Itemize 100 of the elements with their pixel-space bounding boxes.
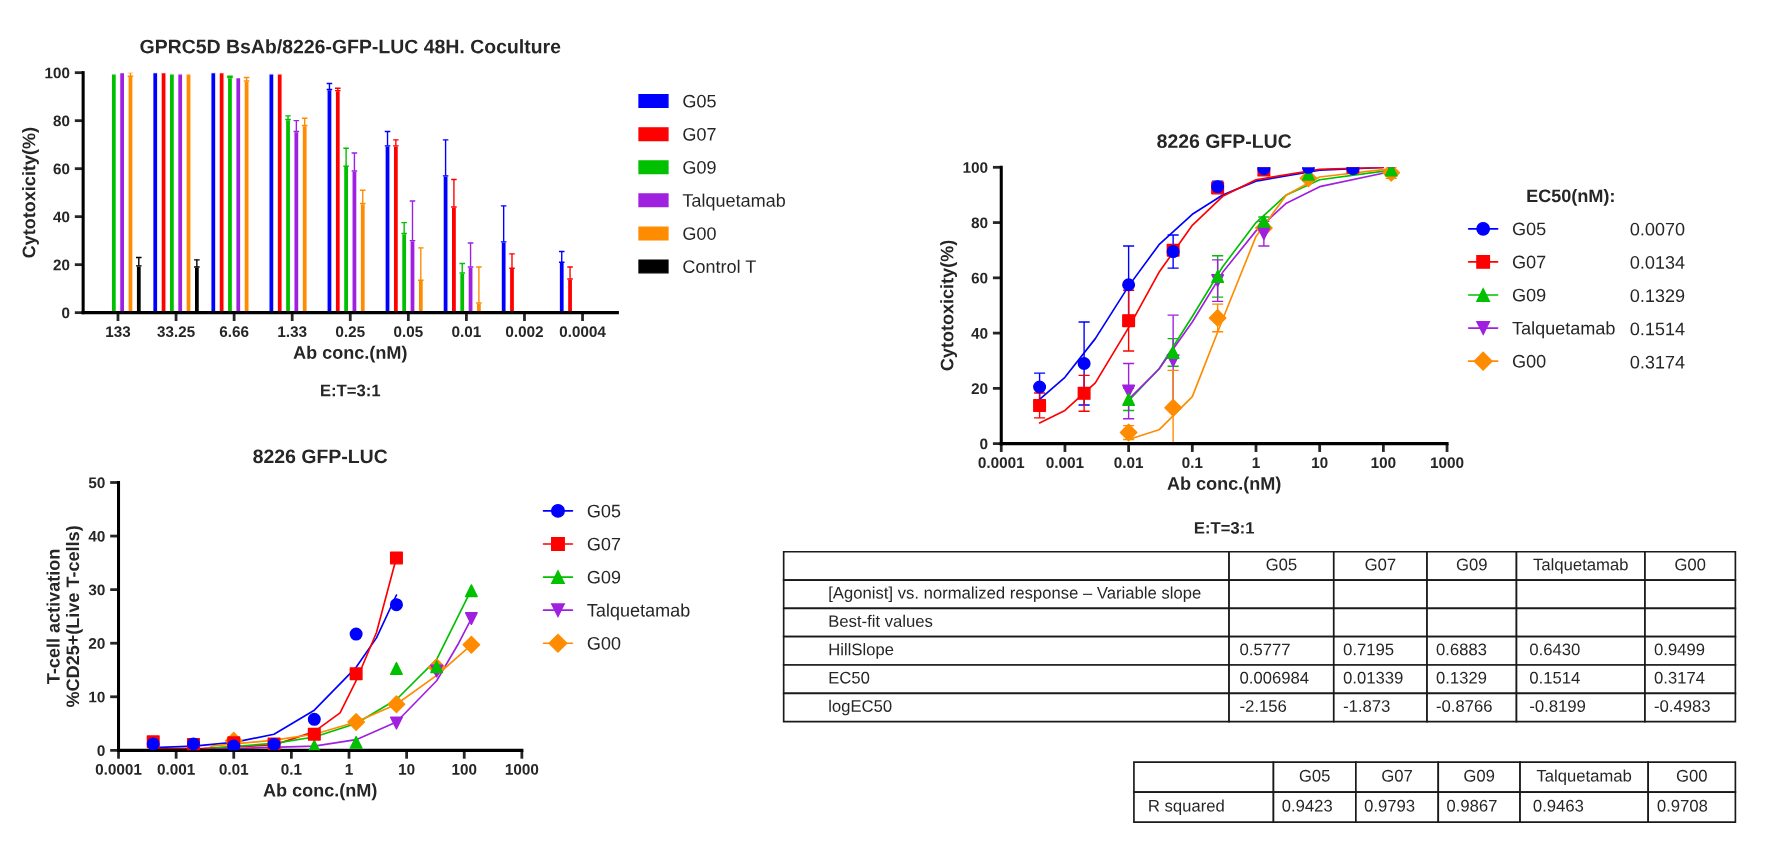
y-tick-label: 40 bbox=[971, 327, 988, 339]
text: HillSlope bbox=[829, 643, 894, 659]
x-tick-label: 0.001 bbox=[1046, 457, 1084, 469]
chart-title: 8226 GFP-LUC bbox=[1157, 134, 1292, 149]
text: 0.9423 bbox=[1282, 799, 1332, 812]
text: 0.01339 bbox=[1343, 671, 1403, 684]
text: 0.9708 bbox=[1657, 799, 1708, 812]
text: 0.9867 bbox=[1447, 799, 1497, 812]
y-tick-label: 30 bbox=[88, 584, 105, 596]
text: logEC50 bbox=[829, 699, 892, 716]
text: -2.156 bbox=[1240, 700, 1287, 712]
text: -1.873 bbox=[1343, 700, 1390, 712]
category-label: G05 bbox=[1266, 558, 1297, 571]
y-tick-label: 40 bbox=[53, 211, 70, 223]
category-label: G05 bbox=[1299, 769, 1330, 782]
text: 0.0070 bbox=[1630, 222, 1685, 236]
y-tick-label: 100 bbox=[963, 162, 988, 173]
x-tick-label: 0.0001 bbox=[978, 457, 1025, 469]
y-axis-title: Cytotoxicity(%) bbox=[940, 240, 958, 371]
text: 0.3174 bbox=[1654, 671, 1705, 684]
x-tick-label: 0.0004 bbox=[559, 326, 606, 338]
text: 0.5777 bbox=[1240, 643, 1290, 656]
x-tick-label: 1.33 bbox=[278, 326, 307, 338]
legend-label: G00 bbox=[587, 636, 621, 650]
text: Best-fit values bbox=[829, 614, 933, 628]
category-label: G07 bbox=[1365, 558, 1396, 571]
x-tick-label: 1 bbox=[345, 764, 353, 775]
x-tick-label: 6.66 bbox=[219, 326, 249, 338]
x-tick-label: 100 bbox=[1371, 457, 1396, 469]
x-tick-label: 33.25 bbox=[157, 326, 195, 338]
legend-label: G05 bbox=[1512, 222, 1546, 236]
y-tick-label: 10 bbox=[89, 691, 105, 703]
y-tick-label: 60 bbox=[971, 272, 988, 284]
x-axis-title: Ab conc.(nM) bbox=[1167, 476, 1281, 494]
y-tick-label: 0 bbox=[62, 307, 70, 319]
legend-label: Talquetamab bbox=[682, 193, 785, 211]
x-tick-label: 10 bbox=[399, 763, 415, 775]
legend-label: Control T bbox=[683, 259, 756, 273]
text: 0.6430 bbox=[1529, 643, 1580, 656]
legend-label: G07 bbox=[587, 537, 621, 551]
legend-label: G09 bbox=[683, 160, 716, 174]
chart-title: GPRC5D BsAb/8226-GFP-LUC 48H. Coculture bbox=[140, 39, 561, 54]
legend-label: G07 bbox=[1512, 255, 1546, 269]
category-label: G07 bbox=[1382, 769, 1412, 782]
y-tick-label: 80 bbox=[53, 115, 70, 127]
text: 0.1514 bbox=[1529, 671, 1580, 684]
y-tick-label: 50 bbox=[88, 477, 105, 489]
x-axis-title: Ab conc.(nM) bbox=[263, 783, 377, 801]
x-tick-label: 0.01 bbox=[452, 326, 481, 338]
legend-label: G05 bbox=[587, 504, 621, 518]
y-axis-title: T-cell activation %CD25+(Live T-cells) bbox=[46, 526, 83, 708]
text: 0.1514 bbox=[1630, 322, 1685, 336]
x-tick-label: 0.001 bbox=[157, 763, 195, 775]
text: 0.9463 bbox=[1533, 799, 1584, 812]
category-label: Talquetamab bbox=[1533, 558, 1628, 574]
text: 0.1329 bbox=[1630, 289, 1685, 303]
y-tick-label: 80 bbox=[971, 217, 988, 229]
x-tick-label: 0.0001 bbox=[95, 763, 142, 775]
legend-label: G05 bbox=[683, 94, 716, 108]
legend-label: Talquetamab bbox=[1512, 321, 1615, 339]
text: E:T=3:1 bbox=[1194, 521, 1255, 534]
x-tick-label: 0.002 bbox=[505, 326, 543, 338]
y-tick-label: 20 bbox=[971, 383, 988, 395]
text: EC50 bbox=[829, 671, 870, 684]
category-label: G09 bbox=[1456, 558, 1487, 571]
x-tick-label: 0.05 bbox=[394, 326, 423, 338]
y-tick-label: 60 bbox=[53, 163, 70, 175]
y-tick-label: 0 bbox=[97, 745, 105, 757]
x-tick-label: 0.01 bbox=[219, 763, 249, 775]
y-tick-label: 40 bbox=[88, 530, 105, 542]
text: -0.8766 bbox=[1436, 700, 1492, 712]
x-tick-label: 10 bbox=[1312, 457, 1328, 469]
x-tick-label: 1 bbox=[1252, 457, 1260, 468]
x-tick-label: 100 bbox=[452, 763, 477, 775]
legend-label: Talquetamab bbox=[587, 603, 690, 621]
y-axis-title: Cytotoxicity(%) bbox=[22, 127, 39, 258]
legend-title: EC50(nM): bbox=[1527, 188, 1614, 206]
text: 0.9793 bbox=[1364, 799, 1415, 812]
text: 0.0134 bbox=[1630, 256, 1685, 269]
text: -0.4983 bbox=[1654, 700, 1710, 712]
category-label: G00 bbox=[1675, 558, 1706, 571]
y-tick-label: 0 bbox=[980, 438, 988, 450]
text: 0.3174 bbox=[1630, 355, 1685, 369]
text: -0.8199 bbox=[1530, 700, 1586, 712]
y-tick-label: 20 bbox=[53, 259, 70, 271]
legend-label: G00 bbox=[683, 227, 716, 240]
legend-label: G00 bbox=[1512, 354, 1546, 368]
x-tick-label: 0.01 bbox=[1114, 457, 1144, 469]
chart-title: 8226 GFP-LUC bbox=[253, 449, 388, 464]
text: [Agonist] vs. normalized response – Variable slope bbox=[829, 586, 1201, 603]
category-label: G00 bbox=[1676, 769, 1707, 782]
x-tick-label: 1000 bbox=[505, 763, 539, 775]
legend-label: G07 bbox=[683, 127, 716, 141]
text: 0.1329 bbox=[1436, 671, 1487, 684]
text: E:T=3:1 bbox=[321, 384, 381, 397]
text: 0.006984 bbox=[1240, 671, 1309, 684]
legend-label: G09 bbox=[587, 570, 621, 584]
y-tick-label: 20 bbox=[88, 638, 105, 649]
x-axis-title: Ab conc.(nM) bbox=[293, 345, 407, 363]
y-tick-label: 100 bbox=[45, 67, 70, 79]
